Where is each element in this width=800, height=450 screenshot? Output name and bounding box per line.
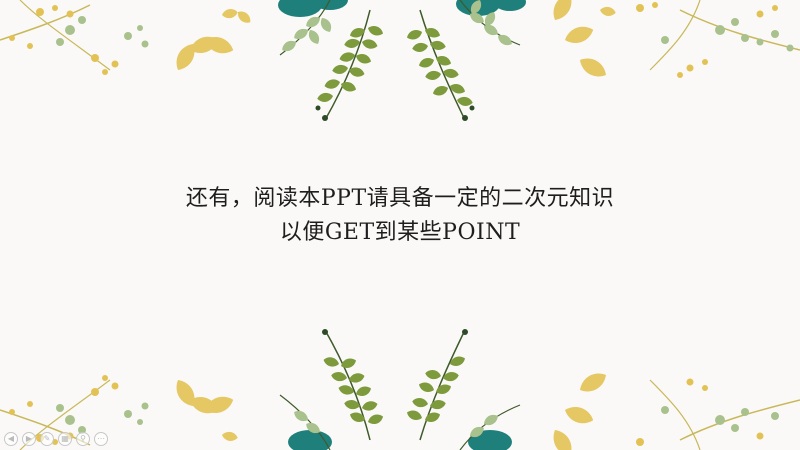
bottom-floral-group	[0, 329, 800, 450]
bottom-right-sprig	[548, 368, 800, 450]
top-center-ferns	[278, 0, 526, 121]
top-right-sprig	[548, 0, 800, 82]
prev-slide-icon[interactable]: ◀	[4, 432, 18, 446]
slides-grid-icon[interactable]: ▦	[58, 432, 72, 446]
slide-text-line-1: 还有，阅读本PPT请具备一定的二次元知识	[185, 186, 615, 211]
more-options-icon[interactable]: ⋯	[94, 432, 108, 446]
pen-icon[interactable]: ✎	[40, 432, 54, 446]
zoom-icon[interactable]: ⚲	[76, 432, 90, 446]
slide-text-block: 还有，阅读本PPT请具备一定的二次元知识 以便GET到某些POINT	[0, 182, 800, 250]
next-slide-icon[interactable]: ▶	[22, 432, 36, 446]
slideshow-controls: ◀ ▶ ✎ ▦ ⚲ ⋯	[4, 432, 108, 446]
bottom-center-ferns	[279, 329, 521, 450]
top-left-sprig	[0, 0, 254, 75]
slide-text-line-2: 以便GET到某些POINT	[279, 220, 521, 245]
